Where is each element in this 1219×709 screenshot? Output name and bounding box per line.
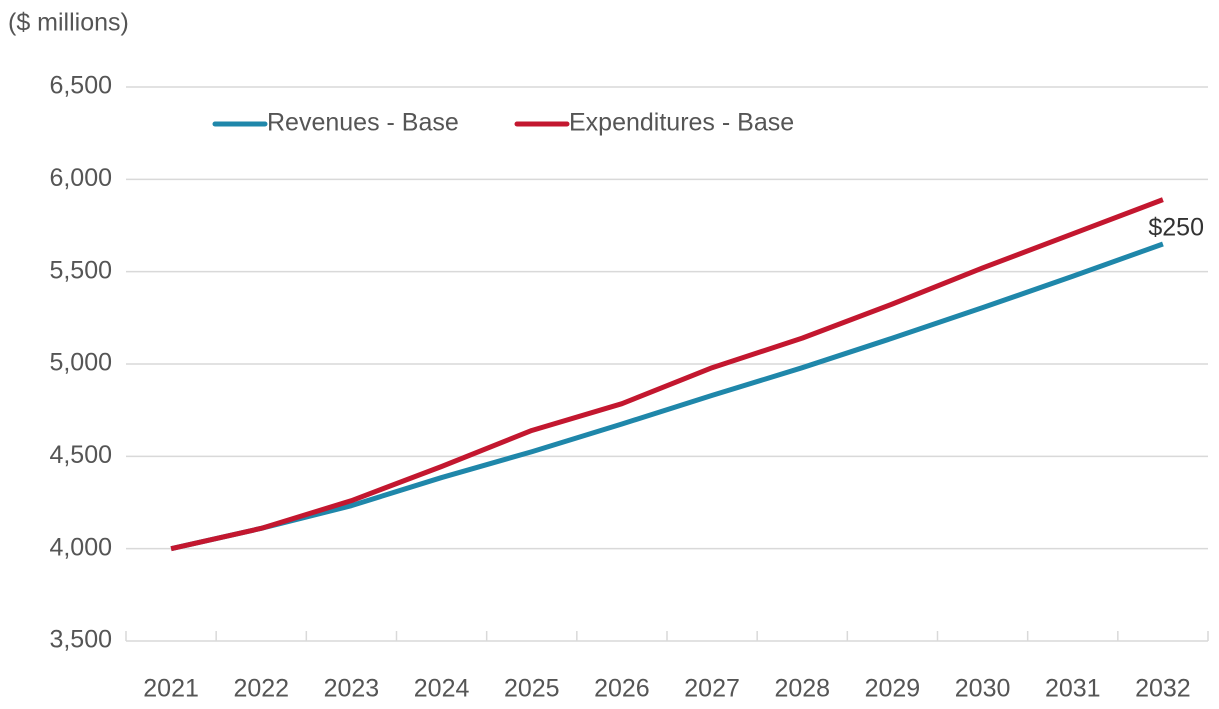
line <box>170 241 1164 552</box>
y-tick-label: 5,000 <box>49 349 112 377</box>
legend-label: Revenues - Base <box>267 109 459 137</box>
y-tick-label: 3,500 <box>49 626 112 654</box>
x-tick-label: 2022 <box>233 675 289 703</box>
legend-label: Expenditures - Base <box>569 109 794 137</box>
x-tick-label: 2025 <box>504 675 560 703</box>
y-tick-label: 4,500 <box>49 441 112 469</box>
y-tick-label: 4,000 <box>49 533 112 561</box>
x-tick-label: 2032 <box>1135 675 1191 703</box>
y-tick-label: 6,500 <box>49 72 112 100</box>
x-tick-label: 2027 <box>684 675 740 703</box>
y-tick-label: 5,500 <box>49 256 112 284</box>
line <box>170 197 1164 552</box>
unit-label: ($ millions) <box>8 9 129 37</box>
x-tick-label: 2029 <box>865 675 921 703</box>
y-tick-label: 6,000 <box>49 164 112 192</box>
x-tick-label: 2024 <box>414 675 470 703</box>
annotation: $250 <box>1148 214 1204 242</box>
x-tick-label: 2028 <box>774 675 830 703</box>
x-tick-label: 2026 <box>594 675 650 703</box>
x-tick-label: 2030 <box>955 675 1011 703</box>
x-tick-label: 2023 <box>324 675 380 703</box>
x-tick-label: 2031 <box>1045 675 1101 703</box>
x-tick-label: 2021 <box>143 675 199 703</box>
